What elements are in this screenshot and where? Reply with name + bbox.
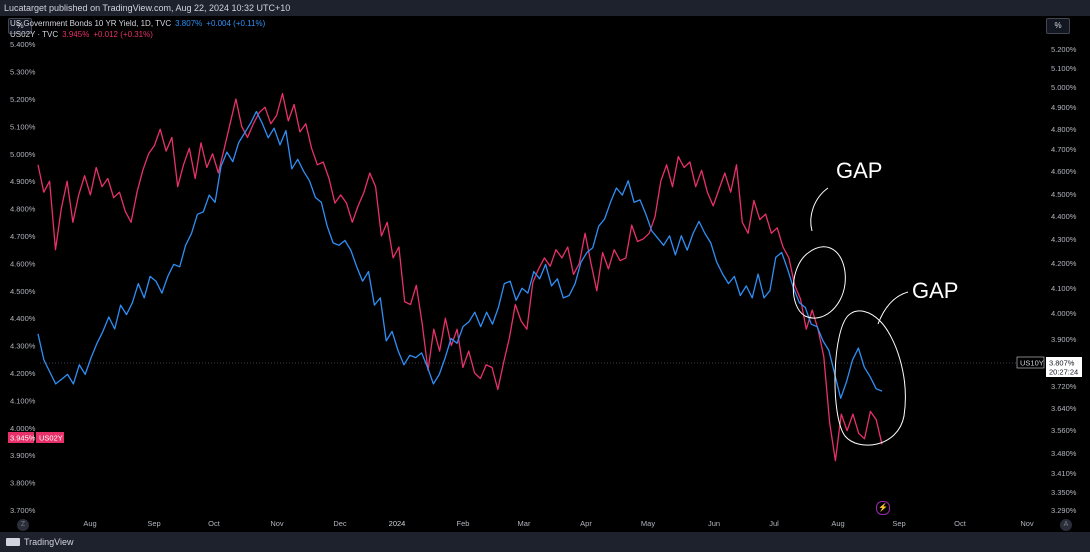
legend-change-us02y: +0.012 (+0.31%) [93,30,153,39]
us02y-symbol-label: US02Y [39,434,63,443]
left-axis-tick-label: 5.300% [10,68,36,77]
left-axis-tick-label: 5.000% [10,150,36,159]
right-axis-tick-label: 4.600% [1051,167,1077,176]
series-line-us10y [37,110,883,399]
left-axis-tick-label: 4.800% [10,205,36,214]
x-axis-tick-label: Oct [954,519,967,528]
tradingview-logo-icon [6,538,20,546]
publish-text: Lucatarget published on TradingView.com,… [4,3,291,13]
x-axis-tick-label: Apr [580,519,592,528]
us10y-price-tag [1046,357,1082,377]
x-axis-tick-label: Jul [769,519,779,528]
x-axis-tick-label: Dec [333,519,347,528]
left-axis-tick-label: 4.500% [10,287,36,296]
legend-change-us10y: +0.004 (+0.11%) [206,19,266,28]
left-axis-tick-label: 4.600% [10,259,36,268]
right-axis-tick-label: 3.290% [1051,506,1077,515]
right-axis-tick-label: 5.100% [1051,64,1077,73]
left-axis-tick-label: 4.200% [10,369,36,378]
right-axis-tick-label: 4.500% [1051,190,1077,199]
right-axis-tick-label: 4.200% [1051,259,1077,268]
gap-label-1: GAP [836,158,882,183]
tradingview-footer: TradingView [0,532,1090,552]
tradingview-logo[interactable]: TradingView [6,537,74,547]
us02y-price-label: 3.945% [10,434,36,443]
legend-row-us02y[interactable]: US02Y · TVC 3.945% +0.012 (+0.31%) [10,29,265,40]
right-axis-tick-label: 3.560% [1051,426,1077,435]
chart-canvas[interactable]: 5.400% 5.300% 5.200% 5.100% 5.000% 4.900% 4.80… [0,16,1090,532]
gap-arrow-2 [877,291,909,325]
us10y-price-label: 3.807% [1049,359,1075,368]
right-axis-tick-label: 5.200% [1051,45,1077,54]
gap-label-2: GAP [912,278,958,303]
right-axis-tick-label: 4.900% [1051,103,1077,112]
x-axis-tick-label: Aug [831,519,844,528]
x-axis-tick-label: Feb [457,519,470,528]
left-axis-tick-label: 4.100% [10,396,36,405]
us10y-symbol-tag [1016,356,1045,369]
left-axis-tick-label: 4.900% [10,177,36,186]
right-axis-tick-label: 4.400% [1051,212,1077,221]
gap-arrow-1 [810,187,829,232]
brand-text: TradingView [24,537,74,547]
auto-scale-button[interactable]: A [1060,519,1072,531]
us02y-price-tag [8,432,34,443]
left-axis-tick-label: 4.000% [10,424,36,433]
legend-title-us02y: US02Y · TVC [10,30,59,39]
x-axis-tick-label: Nov [270,519,284,528]
x-axis-tick-label: Sep [147,519,160,528]
right-axis-tick-label: 5.000% [1051,83,1077,92]
x-axis-tick-label: Sep [892,519,905,528]
x-axis-tick-label: Mar [518,519,531,528]
left-axis-unit-button[interactable]: % [8,18,32,34]
right-axis-tick-label: 4.300% [1051,235,1077,244]
left-axis-tick-label: 5.400% [10,40,36,49]
right-axis-tick-label: 4.700% [1051,145,1077,154]
x-axis-tick-label: May [641,519,655,528]
x-axis-tick-label: Aug [83,519,96,528]
right-axis-tick-label: 3.410% [1051,469,1077,478]
us10y-symbol-label: US10Y [1020,359,1044,368]
right-axis-tick-label: 3.480% [1051,449,1077,458]
right-axis-tick-label: 3.350% [1051,488,1077,497]
left-axis-tick-label: 5.100% [10,122,36,131]
x-axis-tick-label: Oct [208,519,221,528]
gap-ellipse-2 [834,310,906,446]
left-axis-tick-label: 3.800% [10,479,36,488]
left-axis-tick-label: 3.700% [10,506,36,515]
left-axis-tick-label: 5.200% [10,95,36,104]
legend-title-us10y: US Government Bonds 10 YR Yield, 1D, TVC [10,19,172,28]
flash-event-icon[interactable]: ⚡ [876,501,890,515]
right-axis-tick-label: 4.000% [1051,309,1077,318]
left-axis-tick-label: 4.700% [10,232,36,241]
gap-ellipse-1 [792,246,846,319]
right-axis-tick-label: 3.640% [1051,404,1077,413]
left-axis-tick-label: 4.300% [10,342,36,351]
publish-bar: Lucatarget published on TradingView.com,… [0,0,1090,16]
x-axis-tick-label: Nov [1020,519,1034,528]
chart-legend: US Government Bonds 10 YR Yield, 1D, TVC… [10,18,265,40]
right-axis-tick-label: 4.100% [1051,284,1077,293]
zoom-reset-button[interactable]: Z [17,519,29,531]
x-axis-tick-label: 2024 [389,519,406,528]
right-axis-tick-label: 3.900% [1051,335,1077,344]
legend-value-us10y: 3.807% [175,19,203,28]
left-axis-tick-label: 3.900% [10,451,36,460]
right-axis-tick-label: 4.800% [1051,125,1077,134]
legend-row-us10y[interactable]: US Government Bonds 10 YR Yield, 1D, TVC… [10,18,265,29]
right-axis-tick-label: 3.720% [1051,382,1077,391]
right-axis-unit-button[interactable]: % [1046,18,1070,34]
series-line-us02y [37,92,883,462]
x-axis-tick-label: Jun [708,519,720,528]
left-axis-tick-label: 4.400% [10,314,36,323]
legend-value-us02y: 3.945% [62,30,90,39]
us10y-countdown-label: 20:27:24 [1049,368,1078,377]
us02y-symbol-tag [36,432,64,443]
